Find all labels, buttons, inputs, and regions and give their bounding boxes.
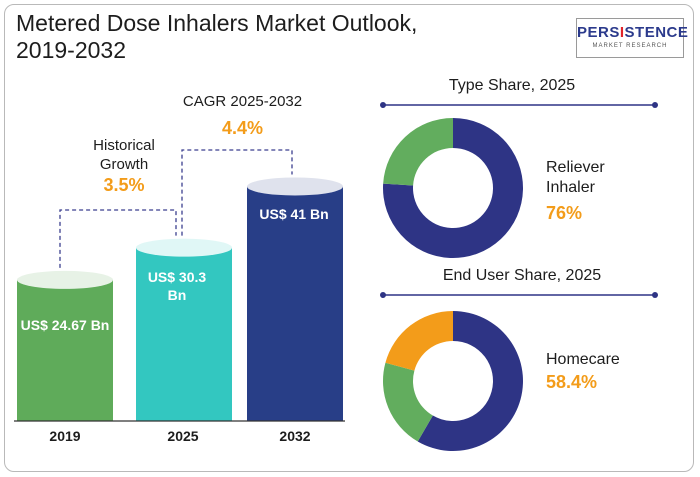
end-user-share-title: End User Share, 2025 [442,267,602,284]
reliever-label-2: Inhaler [546,179,595,196]
historical-growth-annotation: Historical Growth 3.5% [64,136,184,196]
end-user-rule-dot-right [652,292,658,298]
bar-2025-cap [136,238,232,257]
bar-2032-value-label: US$ 41 Bn [259,206,329,222]
cagr-annotation: CAGR 2025-2032 4.4% [170,92,315,139]
logo-subtitle: MARKET RESEARCH [592,43,668,49]
type-share-rule-dot-right [652,102,658,108]
reliever-label-1: Reliever [546,159,605,176]
title-line-1: Metered Dose Inhalers Market Outlook, [16,10,418,36]
historical-label-1: Historical [93,137,155,154]
cagr-value: 4.4% [221,118,264,138]
bar-2025-value-label: US$ 30.3 Bn [147,269,207,303]
reliever-inhaler-label: Reliever Inhaler [546,158,605,198]
historical-growth-value: 3.5% [103,175,145,195]
end-user-share-slice-3 [385,311,453,371]
bar-2032 [247,186,343,421]
logo-wordmark: PERSISTENCE [577,24,689,41]
page-title: Metered Dose Inhalers Market Outlook, 20… [16,10,417,64]
type-share-slice-2 [383,118,453,186]
homecare-pct: 58.4% [546,372,598,392]
infographic-frame [4,4,694,472]
x-tick-2025: 2025 [167,428,199,444]
historical-label-2: Growth [99,156,149,173]
type-share-title: Type Share, 2025 [448,77,576,94]
bar-2019-value-label: US$ 24.67 Bn [20,317,110,333]
historical-growth-connector [59,209,177,268]
bar-2025 [136,247,232,421]
persistence-logo: PERSISTENCE MARKET RESEARCH [576,18,689,58]
x-tick-2019: 2019 [49,428,81,444]
type-share-slice-1 [382,118,523,258]
end-user-rule-dot-left [380,292,386,298]
cagr-label: CAGR 2025-2032 [182,93,303,110]
end-user-share-slice-1 [417,311,523,451]
bar-2019 [17,279,113,421]
bar-2019-cap [17,270,113,289]
x-tick-2032: 2032 [279,428,311,444]
title-line-2: 2019-2032 [16,37,126,63]
end-user-share-slice-2 [382,362,433,442]
reliever-inhaler-pct: 76% [546,203,583,223]
cagr-connector [181,149,293,236]
bar-2032-cap [247,177,343,196]
homecare-label: Homecare [546,351,620,368]
type-share-rule-dot-left [380,102,386,108]
